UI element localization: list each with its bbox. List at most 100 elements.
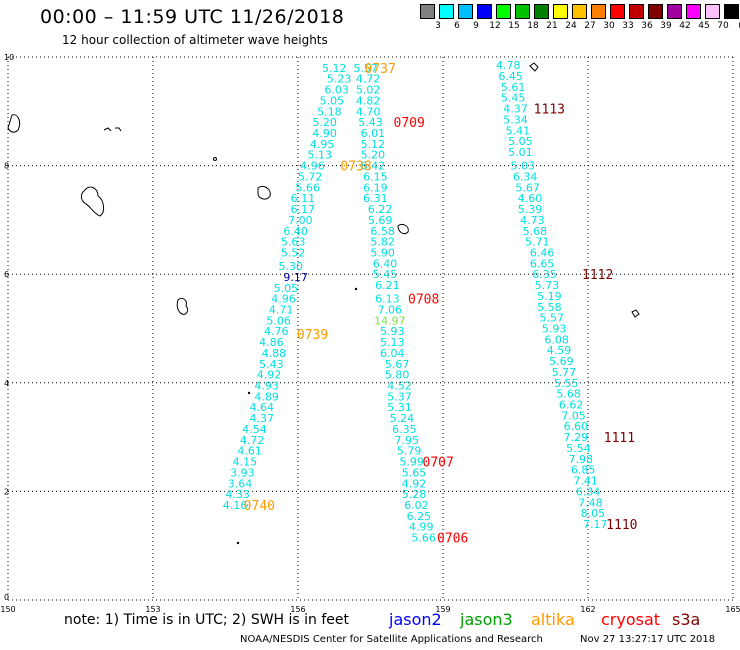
wave-height-label: 7.41 bbox=[573, 475, 598, 488]
wave-height-label: 5.20 bbox=[361, 149, 386, 162]
wave-height-label: 6.17 bbox=[291, 203, 316, 216]
wave-height-label: 6.40 bbox=[283, 225, 308, 238]
credit-line: NOAA/NESDIS Center for Satellite Applica… bbox=[240, 634, 543, 645]
page-subtitle: 12 hour collection of altimeter wave hei… bbox=[62, 33, 328, 47]
wave-height-label: 5.71 bbox=[525, 236, 550, 249]
pass-time-label: 0737 bbox=[365, 62, 396, 77]
wave-height-label: 7.48 bbox=[578, 496, 603, 509]
wave-height-label: 6.58 bbox=[370, 225, 395, 238]
color-swatch bbox=[458, 4, 473, 19]
color-swatch bbox=[420, 4, 435, 19]
wave-height-label: 4.96 bbox=[271, 293, 296, 306]
wave-height-label: 4.96 bbox=[300, 160, 325, 173]
island-dot bbox=[236, 541, 240, 545]
wave-height-label: 4.54 bbox=[242, 423, 267, 436]
wave-height-label: 4.92 bbox=[402, 477, 427, 490]
wave-height-label: 5.03 bbox=[511, 160, 536, 173]
wave-height-label: 4.76 bbox=[264, 325, 289, 338]
color-swatch bbox=[534, 4, 549, 19]
color-scale-label: 15 bbox=[508, 21, 520, 31]
color-swatch bbox=[439, 4, 454, 19]
island-outline bbox=[529, 62, 539, 72]
wave-height-label: 4.16 bbox=[223, 499, 248, 512]
color-swatch bbox=[667, 4, 682, 19]
y-tick-label: 4 bbox=[4, 379, 9, 388]
island-outline bbox=[176, 297, 189, 315]
island-outline bbox=[7, 114, 21, 133]
wave-height-label: 5.82 bbox=[370, 236, 395, 249]
wave-height-label: 3.93 bbox=[230, 466, 255, 479]
y-tick-label: 6 bbox=[4, 270, 9, 279]
wave-height-label: 5.39 bbox=[518, 203, 543, 216]
wave-height-label: 5.55 bbox=[554, 377, 579, 390]
wave-height-label: 4.37 bbox=[503, 103, 528, 116]
wave-height-label: 5.23 bbox=[327, 73, 352, 86]
wave-height-label: 6.65 bbox=[530, 257, 555, 270]
wave-height-label: 5.01 bbox=[508, 146, 533, 159]
wave-height-label: 5.68 bbox=[523, 225, 548, 238]
color-swatch bbox=[724, 4, 739, 19]
color-swatch bbox=[515, 4, 530, 19]
wave-height-label: 5.31 bbox=[387, 401, 412, 414]
wave-height-label: 5.52 bbox=[281, 246, 306, 259]
legend-s3a: s3a bbox=[672, 610, 701, 629]
color-swatch bbox=[572, 4, 587, 19]
wave-height-label: 5.65 bbox=[402, 466, 427, 479]
pass-time-label: 0738 bbox=[340, 160, 371, 175]
wave-height-label: 5.79 bbox=[397, 445, 422, 458]
color-scale-label: 3 bbox=[435, 21, 441, 31]
color-scale-label: 42 bbox=[679, 21, 691, 31]
wave-height-label: 6.45 bbox=[498, 70, 523, 83]
wave-height-label: 6.19 bbox=[363, 181, 388, 194]
wave-height-label: 5.45 bbox=[373, 268, 398, 281]
wave-height-label: 5.13 bbox=[380, 336, 405, 349]
wave-height-label: 5.06 bbox=[266, 314, 291, 327]
wave-height-label: 5.69 bbox=[368, 214, 393, 227]
wave-height-label: 4.93 bbox=[254, 380, 279, 393]
island-outline bbox=[631, 309, 640, 318]
wave-height-label: 5.19 bbox=[537, 290, 562, 303]
wave-height-label: 5.57 bbox=[353, 62, 378, 75]
x-tick-label: 159 bbox=[435, 605, 450, 614]
wave-height-label: 4.82 bbox=[356, 94, 381, 107]
y-tick-label: 0 bbox=[4, 593, 9, 602]
pass-time-label: 0740 bbox=[244, 499, 275, 514]
wave-height-label: 6.02 bbox=[404, 499, 429, 512]
wave-height-label: 7.95 bbox=[395, 434, 420, 447]
wave-height-label: 4.52 bbox=[387, 380, 412, 393]
wave-height-label: 4.33 bbox=[225, 488, 250, 501]
color-swatch bbox=[629, 4, 644, 19]
wave-height-label: 4.37 bbox=[250, 412, 275, 425]
wave-height-label: 4.71 bbox=[269, 303, 294, 316]
island-outlines bbox=[7, 62, 640, 545]
island-outline bbox=[103, 127, 122, 132]
color-scale-label: 70 bbox=[717, 21, 729, 31]
pass-time-label: 1113 bbox=[534, 103, 565, 118]
wave-height-label: 4.15 bbox=[233, 456, 258, 469]
wave-height-label: 7.17 bbox=[583, 518, 608, 531]
wave-height-label: 5.12 bbox=[322, 62, 347, 75]
wave-height-label: 5.18 bbox=[317, 105, 342, 118]
y-tick-label: 8 bbox=[4, 162, 9, 171]
color-scale-label: 9 bbox=[473, 21, 479, 31]
wave-height-label: 7.05 bbox=[561, 409, 586, 422]
color-scale-label: 24 bbox=[565, 21, 577, 31]
wave-height-label: 9.17 bbox=[283, 271, 308, 284]
wave-height-label: 6.22 bbox=[368, 203, 393, 216]
wave-height-label: 6.11 bbox=[291, 192, 316, 205]
wave-height-label: 5.72 bbox=[298, 170, 323, 183]
wave-height-label: 5.34 bbox=[503, 113, 528, 126]
wave-height-label: 5.57 bbox=[540, 312, 565, 325]
color-swatch bbox=[610, 4, 625, 19]
wave-height-label: 5.02 bbox=[356, 84, 381, 97]
legend-jason2: jason2 bbox=[389, 610, 442, 629]
color-swatch bbox=[591, 4, 606, 19]
wave-height-label: 6.25 bbox=[407, 510, 432, 523]
island-dot bbox=[354, 287, 358, 291]
wave-height-label: 5.68 bbox=[556, 388, 581, 401]
wave-height-label: 5.05 bbox=[320, 94, 345, 107]
wave-height-label: 4.99 bbox=[409, 521, 434, 534]
x-tick-label: 162 bbox=[580, 605, 595, 614]
island-outline bbox=[80, 186, 105, 217]
